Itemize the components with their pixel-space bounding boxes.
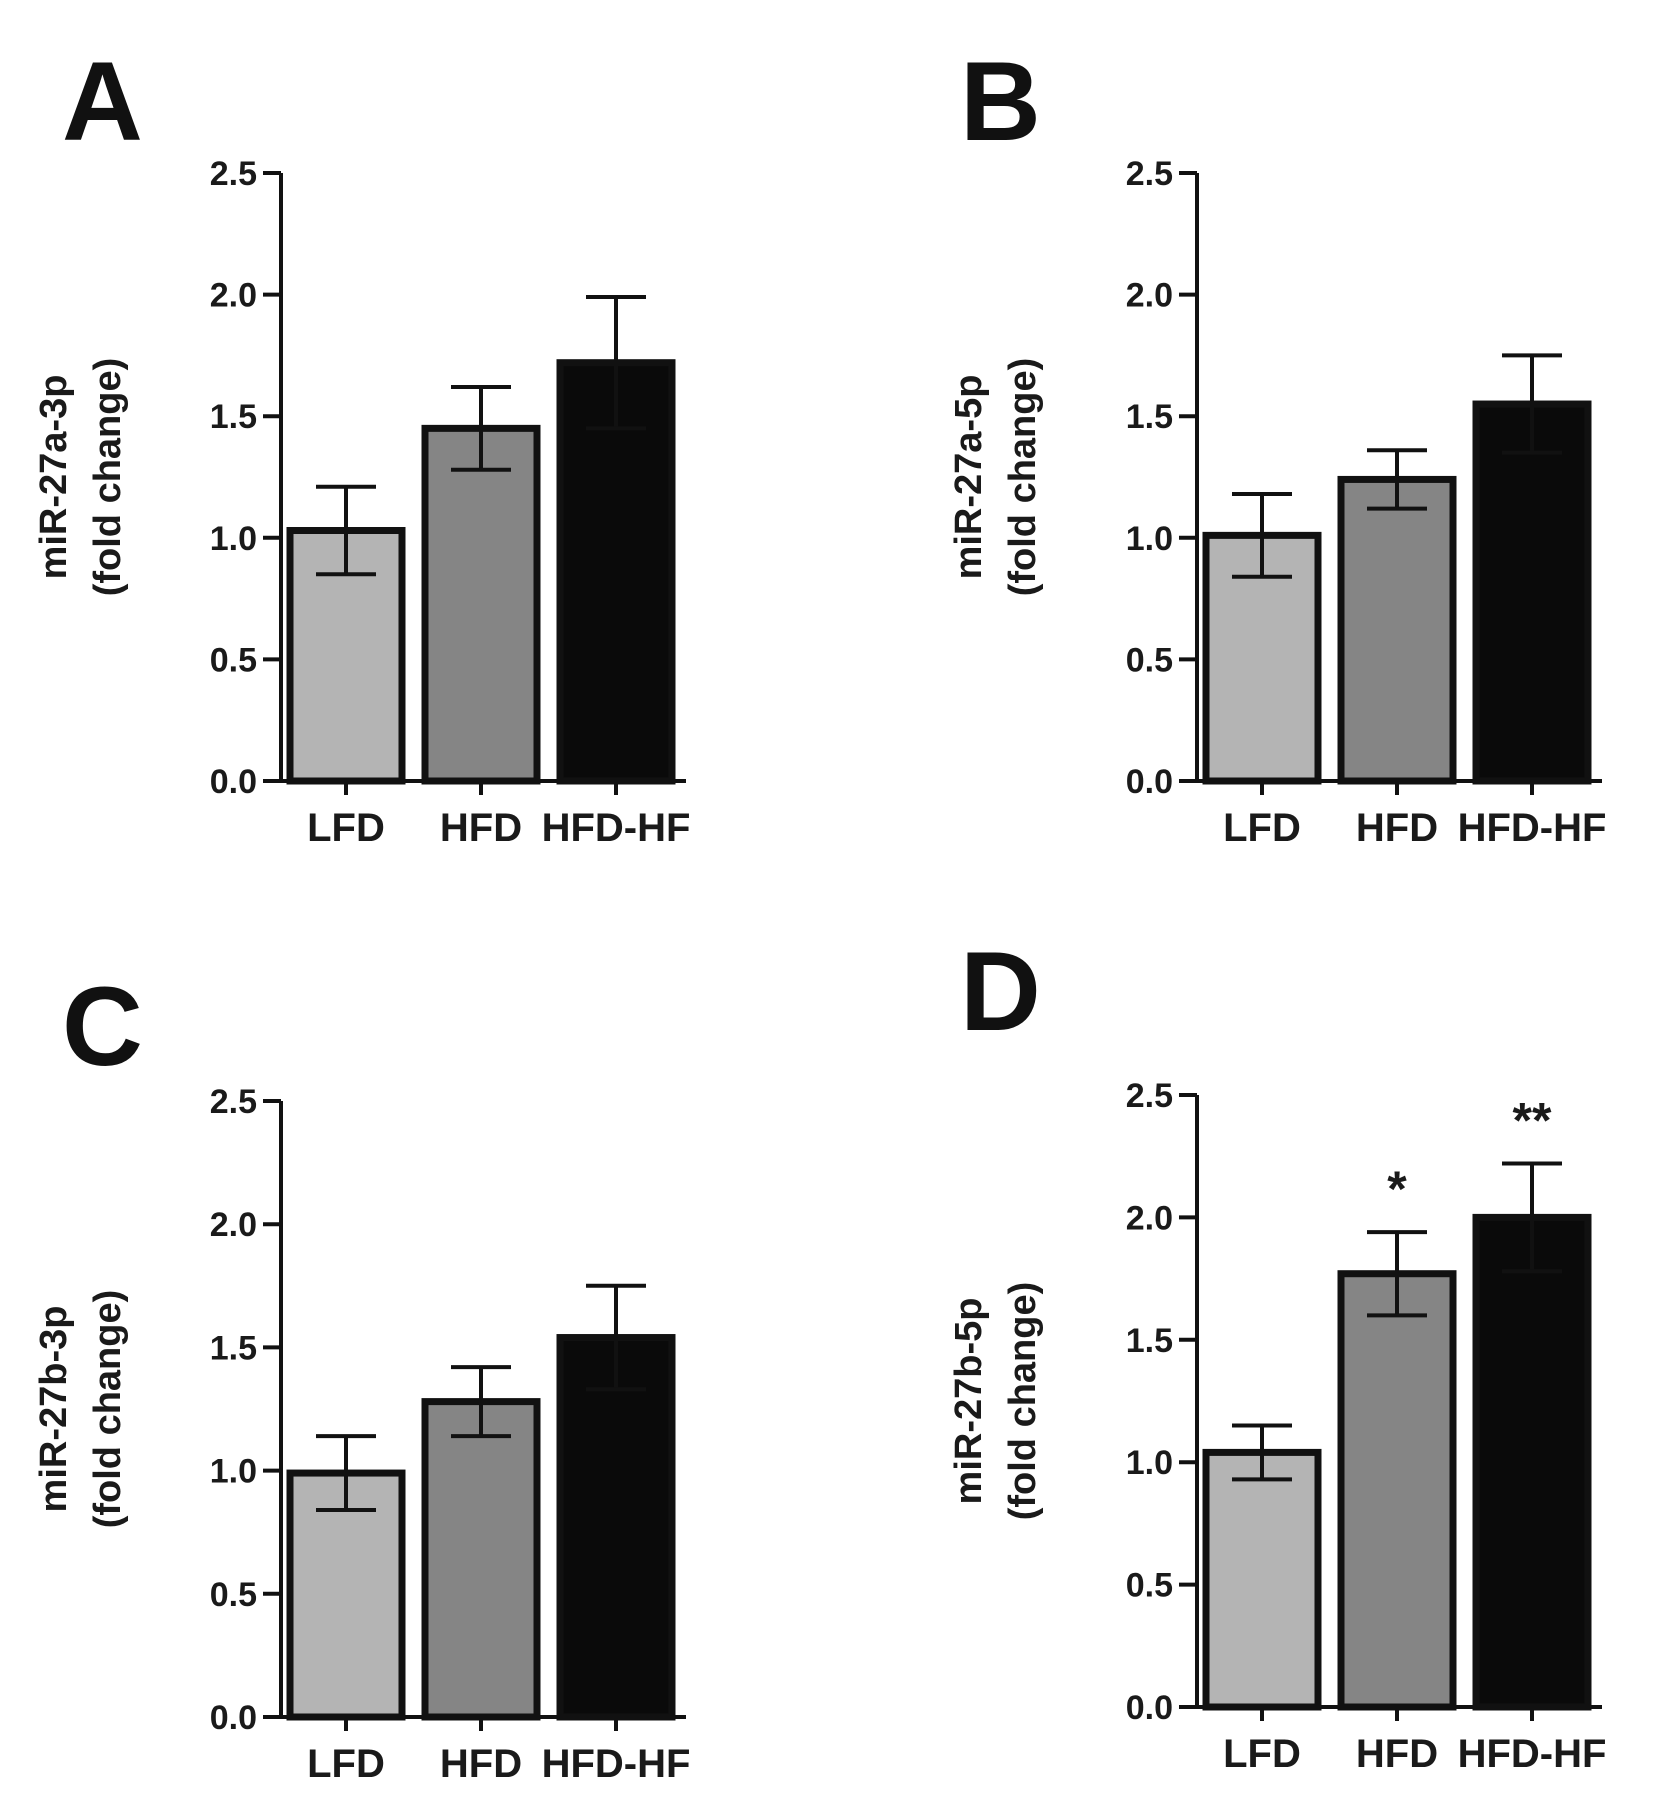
- y-axis-subtitle: (fold change): [1002, 1282, 1044, 1521]
- bar-hfd-hf: [556, 1334, 676, 1721]
- y-tick-label: 0.5: [1126, 641, 1173, 679]
- panel-letter-a: A: [62, 39, 143, 164]
- y-tick-label: 2.0: [1126, 1199, 1173, 1237]
- y-tick-label: 1.5: [1126, 1322, 1173, 1360]
- x-tick-label-hfd-hf: HFD-HF: [1458, 1732, 1607, 1776]
- x-tick-label-lfd: LFD: [307, 806, 385, 850]
- bar-hfd-hf: [1472, 1213, 1592, 1711]
- bar-hfd-hf: [556, 359, 676, 785]
- y-axis-title: miR-27a-5p: [948, 375, 990, 580]
- y-axis-title: miR-27b-3p: [33, 1306, 75, 1513]
- y-tick-label: 1.0: [1126, 1444, 1173, 1482]
- x-tick-label-hfd: HFD: [440, 806, 522, 850]
- panel-letter-d: D: [960, 929, 1041, 1054]
- bar-lfd: [286, 1469, 406, 1721]
- y-tick-label: 2.5: [210, 155, 257, 193]
- y-tick-label: 0.0: [210, 1699, 257, 1737]
- x-tick-label-hfd-hf: HFD-HF: [542, 806, 691, 850]
- y-tick-label: 0.5: [210, 1576, 257, 1614]
- y-tick-label: 1.0: [1126, 520, 1173, 558]
- y-tick-label: 1.5: [210, 1329, 257, 1367]
- significance-marker-hfd: *: [1387, 1161, 1407, 1217]
- y-tick-label: 2.5: [1126, 155, 1173, 193]
- y-axis-subtitle: (fold change): [1002, 358, 1044, 597]
- bar-hfd: [421, 1398, 541, 1721]
- x-tick-label-lfd: LFD: [1223, 806, 1301, 850]
- y-axis-subtitle: (fold change): [87, 358, 129, 597]
- y-tick-label: 1.0: [210, 1453, 257, 1491]
- y-tick-label: 1.5: [210, 398, 257, 436]
- x-tick-label-hfd: HFD: [1356, 1732, 1438, 1776]
- x-tick-label-hfd-hf: HFD-HF: [542, 1742, 691, 1786]
- panel-letter-c: C: [62, 964, 143, 1089]
- y-tick-label: 2.5: [210, 1083, 257, 1121]
- y-tick-label: 0.5: [210, 641, 257, 679]
- bar-lfd: [1202, 1448, 1322, 1711]
- y-tick-label: 0.0: [210, 763, 257, 801]
- y-tick-label: 2.5: [1126, 1077, 1173, 1115]
- x-tick-label-hfd-hf: HFD-HF: [1458, 806, 1607, 850]
- y-axis-title: miR-27b-5p: [948, 1298, 990, 1505]
- bar-hfd: [1337, 475, 1457, 785]
- x-tick-label-hfd: HFD: [1356, 806, 1438, 850]
- x-tick-label-lfd: LFD: [1223, 1732, 1301, 1776]
- y-axis-title: miR-27a-3p: [33, 375, 75, 580]
- y-tick-label: 0.0: [1126, 763, 1173, 801]
- y-tick-label: 2.0: [1126, 277, 1173, 315]
- bar-hfd: [421, 424, 541, 785]
- y-tick-label: 0.0: [1126, 1689, 1173, 1727]
- y-tick-label: 1.0: [210, 520, 257, 558]
- bar-hfd: [1337, 1270, 1457, 1711]
- y-tick-label: 0.5: [1126, 1567, 1173, 1605]
- x-tick-label-hfd: HFD: [440, 1742, 522, 1786]
- y-tick-label: 2.0: [210, 1206, 257, 1244]
- y-tick-label: 1.5: [1126, 398, 1173, 436]
- significance-marker-hfd-hf: **: [1513, 1093, 1552, 1149]
- y-axis-subtitle: (fold change): [87, 1290, 129, 1529]
- bar-hfd-hf: [1472, 400, 1592, 785]
- panel-letter-b: B: [960, 39, 1041, 164]
- y-tick-label: 2.0: [210, 277, 257, 315]
- x-tick-label-lfd: LFD: [307, 1742, 385, 1786]
